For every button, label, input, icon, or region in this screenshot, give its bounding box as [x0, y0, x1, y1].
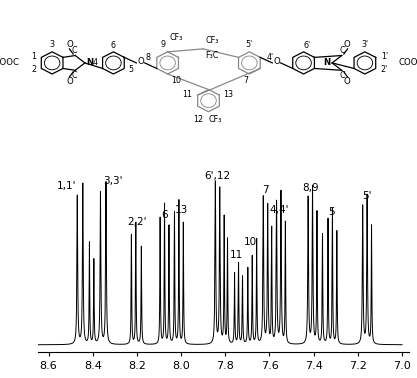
Text: O: O: [343, 77, 350, 86]
Text: HOOC: HOOC: [0, 59, 19, 67]
Text: F₃C: F₃C: [205, 51, 219, 60]
Text: 11: 11: [230, 250, 244, 260]
Text: O: O: [67, 77, 74, 86]
Text: 9: 9: [161, 40, 166, 49]
Text: 4: 4: [93, 59, 98, 67]
Text: 6: 6: [162, 210, 168, 220]
Text: 2,2': 2,2': [127, 217, 147, 227]
Text: 10: 10: [244, 237, 256, 247]
Text: CF₃: CF₃: [170, 33, 183, 42]
Text: 4': 4': [267, 53, 274, 62]
Text: COOH: COOH: [398, 59, 417, 67]
Text: 7: 7: [262, 184, 269, 195]
Text: 6',12: 6',12: [204, 171, 231, 181]
Text: CF₃: CF₃: [205, 36, 219, 45]
X-axis label: ppm: ppm: [209, 376, 237, 378]
Text: 11: 11: [183, 90, 193, 99]
Text: CF₃: CF₃: [208, 115, 222, 124]
Text: 1,1': 1,1': [56, 181, 76, 191]
Text: 13: 13: [223, 90, 233, 99]
Text: C: C: [340, 46, 345, 55]
Text: 8: 8: [145, 53, 150, 62]
Text: C: C: [72, 46, 77, 55]
Text: 3,3': 3,3': [103, 176, 123, 186]
Text: 3': 3': [361, 40, 369, 49]
Text: 4,4': 4,4': [269, 205, 289, 215]
Text: 8,9: 8,9: [302, 183, 319, 193]
Text: 2': 2': [381, 65, 388, 73]
Text: 3: 3: [50, 40, 55, 49]
Text: 5': 5': [362, 191, 372, 201]
Text: 6': 6': [304, 40, 311, 50]
Text: 5: 5: [329, 206, 335, 217]
Text: 1': 1': [381, 52, 388, 61]
Text: 10: 10: [171, 76, 181, 85]
Text: N: N: [87, 59, 94, 67]
Text: N: N: [323, 59, 330, 67]
Text: 5: 5: [128, 65, 133, 73]
Text: 2: 2: [31, 65, 36, 73]
Text: 6: 6: [111, 40, 116, 50]
Text: O: O: [137, 57, 144, 66]
Text: C: C: [340, 71, 345, 80]
Text: C: C: [72, 71, 77, 80]
Text: O: O: [343, 40, 350, 49]
Text: 13: 13: [175, 205, 188, 215]
Text: O: O: [273, 57, 280, 66]
Text: 12: 12: [193, 115, 203, 124]
Text: 7: 7: [243, 76, 248, 85]
Text: 5': 5': [246, 40, 253, 49]
Text: O: O: [67, 40, 74, 49]
Text: 1: 1: [31, 52, 36, 61]
